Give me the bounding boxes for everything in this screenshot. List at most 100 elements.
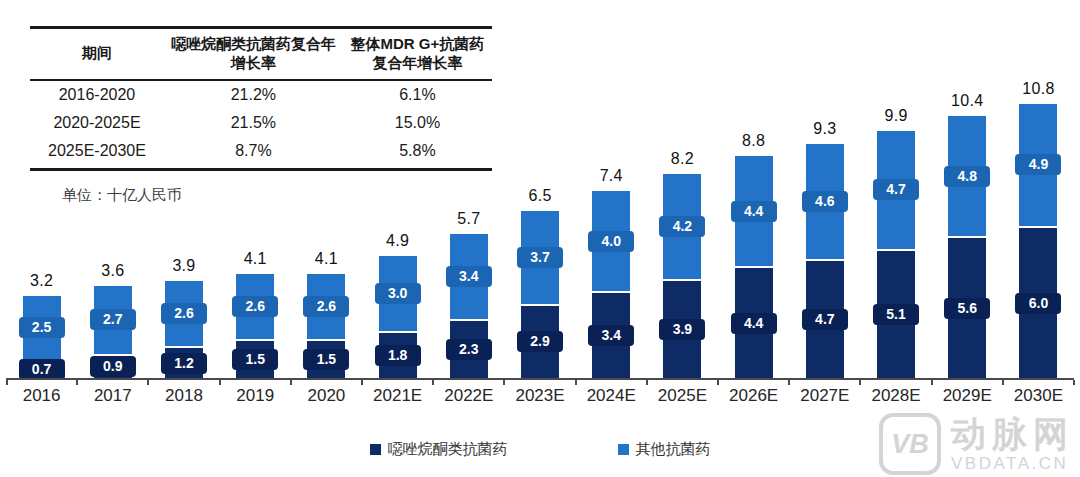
bar-column-2028E: 9.94.75.1 [860,107,931,378]
value-label: 2.6 [303,296,349,317]
segment-oxazolidinone: 1.8 [379,333,417,378]
x-axis-label: 2024E [576,380,647,406]
bar-column-2016: 3.22.50.7 [6,272,77,378]
segment-other: 3.0 [379,256,417,331]
legend-label-other: 其他抗菌药 [636,440,711,459]
segment-oxazolidinone: 2.3 [450,321,488,379]
x-axis-label: 2029E [932,380,1003,406]
value-label: 4.4 [731,201,777,222]
bar-column-2024E: 7.44.03.4 [576,167,647,378]
legend-item-oxazolidinone: 噁唑烷酮类抗菌药 [370,440,508,459]
total-label: 9.9 [884,107,907,125]
bar-column-2018: 3.9 2.6 1.2 [148,257,219,378]
bar-column-2019: 4.1 2.6 1.5 [220,250,291,379]
value-label: 0.9 [90,356,136,377]
chart-page: 期间 噁唑烷酮类抗菌药复合年增长率 整体MDR G+抗菌药复合年增长率 2016… [0,0,1080,477]
bars-area: 3.22.50.73.62.70.93.92.61.24.12.61.54.12… [6,80,1074,379]
bar-column-2029E: 10.4 4.8 5.6 [932,92,1003,378]
segment-oxazolidinone: 3.4 [592,293,630,378]
value-label: 2.7 [90,309,136,330]
bar-column-2020: 4.12.61.5 [291,250,362,379]
value-label: 4.4 [731,313,777,334]
value-label: 4.7 [873,179,919,200]
total-label: 4.1 [244,250,267,268]
x-axis-label: 2022E [433,380,504,406]
watermark: VB 动脉网 VBDATA.CN [879,413,1074,475]
x-axis-label: 2019 [220,380,291,406]
table-header-row: 期间 噁唑烷酮类抗菌药复合年增长率 整体MDR G+抗菌药复合年增长率 [30,28,492,80]
total-label: 3.6 [101,262,124,280]
segment-oxazolidinone: 5.1 [877,251,915,379]
watermark-text: 动脉网 VBDATA.CN [951,414,1074,474]
x-axis-label: 2028E [860,380,931,406]
value-label: 4.0 [588,231,634,252]
bar-column-2022E: 5.73.42.3 [433,210,504,379]
total-label: 4.9 [386,232,409,250]
bar-column-2025E: 8.2 4.2 3.9 [647,150,718,379]
total-label: 3.9 [172,257,195,275]
legend-label-oxazolidinone: 噁唑烷酮类抗菌药 [388,440,508,459]
header-oxa-cagr: 噁唑烷酮类抗菌药复合年增长率 [164,28,343,80]
value-label: 2.6 [161,303,207,324]
segment-oxazolidinone: 1.2 [165,348,203,378]
value-label: 4.9 [1015,154,1061,175]
value-label: 3.7 [517,247,563,268]
segment-other: 2.6 [236,274,274,339]
segment-oxazolidinone: 5.6 [948,238,986,378]
segment-other: 3.4 [450,234,488,319]
segment-oxazolidinone: 4.4 [735,268,773,378]
x-axis-label: 2027E [789,380,860,406]
segment-other: 2.6 [307,274,345,339]
segment-other: 4.4 [735,156,773,266]
x-axis-label: 2018 [148,380,219,406]
segment-oxazolidinone: 1.5 [307,341,345,379]
value-label: 4.7 [802,309,848,330]
value-label: 2.6 [232,296,278,317]
segment-other: 4.7 [877,131,915,249]
value-label: 4.6 [802,191,848,212]
bar-column-2023E: 6.53.72.9 [504,187,575,378]
value-label: 1.8 [375,345,421,366]
value-label: 4.8 [944,166,990,187]
bar-column-2030E: 10.84.96.0 [1003,80,1074,379]
header-mdr-cagr: 整体MDR G+抗菌药复合年增长率 [343,28,492,80]
value-label: 3.0 [375,283,421,304]
total-label: 4.1 [315,250,338,268]
value-label: 2.3 [446,339,492,360]
watermark-name: 动脉网 [951,414,1074,454]
value-label: 2.9 [517,331,563,352]
segment-oxazolidinone: 2.9 [521,306,559,379]
segment-oxazolidinone: 3.9 [663,281,701,379]
bar-column-2017: 3.6 2.7 0.9 [77,262,148,378]
x-axis-label: 2023E [504,380,575,406]
vbdata-logo-icon: VB [879,413,941,475]
segment-other: 4.9 [1019,104,1057,227]
total-label: 6.5 [528,187,551,205]
value-label: 0.7 [19,359,65,380]
x-axis-label: 2020 [291,380,362,406]
value-label: 2.5 [19,317,65,338]
segment-other: 2.5 [23,296,61,359]
value-label: 3.9 [659,319,705,340]
total-label: 9.3 [813,120,836,138]
x-axis-label: 2016 [6,380,77,406]
legend-swatch-other [618,444,629,455]
watermark-site: VBDATA.CN [951,454,1074,474]
value-label: 1.5 [232,349,278,370]
x-axis: 201620172018201920202021E2022E2023E2024E… [6,378,1074,406]
x-axis-label: 2030E [1003,380,1074,406]
bar-column-2027E: 9.3 4.6 4.7 [789,120,860,379]
segment-other: 3.7 [521,211,559,304]
x-axis-label: 2017 [77,380,148,406]
value-label: 5.1 [873,304,919,325]
value-label: 1.2 [161,353,207,374]
total-label: 5.7 [457,210,480,228]
total-label: 8.2 [671,150,694,168]
value-label: 1.5 [303,349,349,370]
value-label: 4.2 [659,216,705,237]
value-label: 6.0 [1015,293,1061,314]
x-axis-label: 2026E [718,380,789,406]
header-period: 期间 [30,28,164,80]
total-label: 10.4 [951,92,983,110]
bar-column-2026E: 8.84.44.4 [718,132,789,378]
